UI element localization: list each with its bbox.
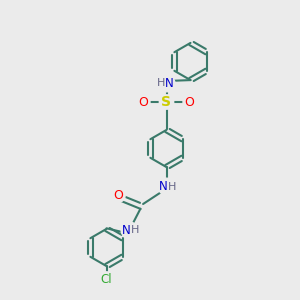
Text: N: N	[159, 180, 168, 193]
Text: H: H	[131, 225, 139, 236]
Circle shape	[137, 95, 150, 109]
Circle shape	[158, 75, 175, 92]
Text: N: N	[165, 77, 174, 90]
Circle shape	[112, 189, 125, 202]
Circle shape	[99, 272, 114, 287]
Text: O: O	[139, 95, 148, 109]
Text: O: O	[114, 189, 123, 202]
Circle shape	[121, 222, 138, 239]
Text: H: H	[157, 78, 165, 88]
Circle shape	[183, 95, 196, 109]
Text: N: N	[122, 224, 131, 237]
Text: O: O	[185, 95, 194, 109]
Text: H: H	[168, 182, 176, 192]
Text: Cl: Cl	[101, 273, 112, 286]
Text: S: S	[161, 95, 172, 109]
Circle shape	[158, 178, 175, 195]
Circle shape	[159, 95, 174, 109]
